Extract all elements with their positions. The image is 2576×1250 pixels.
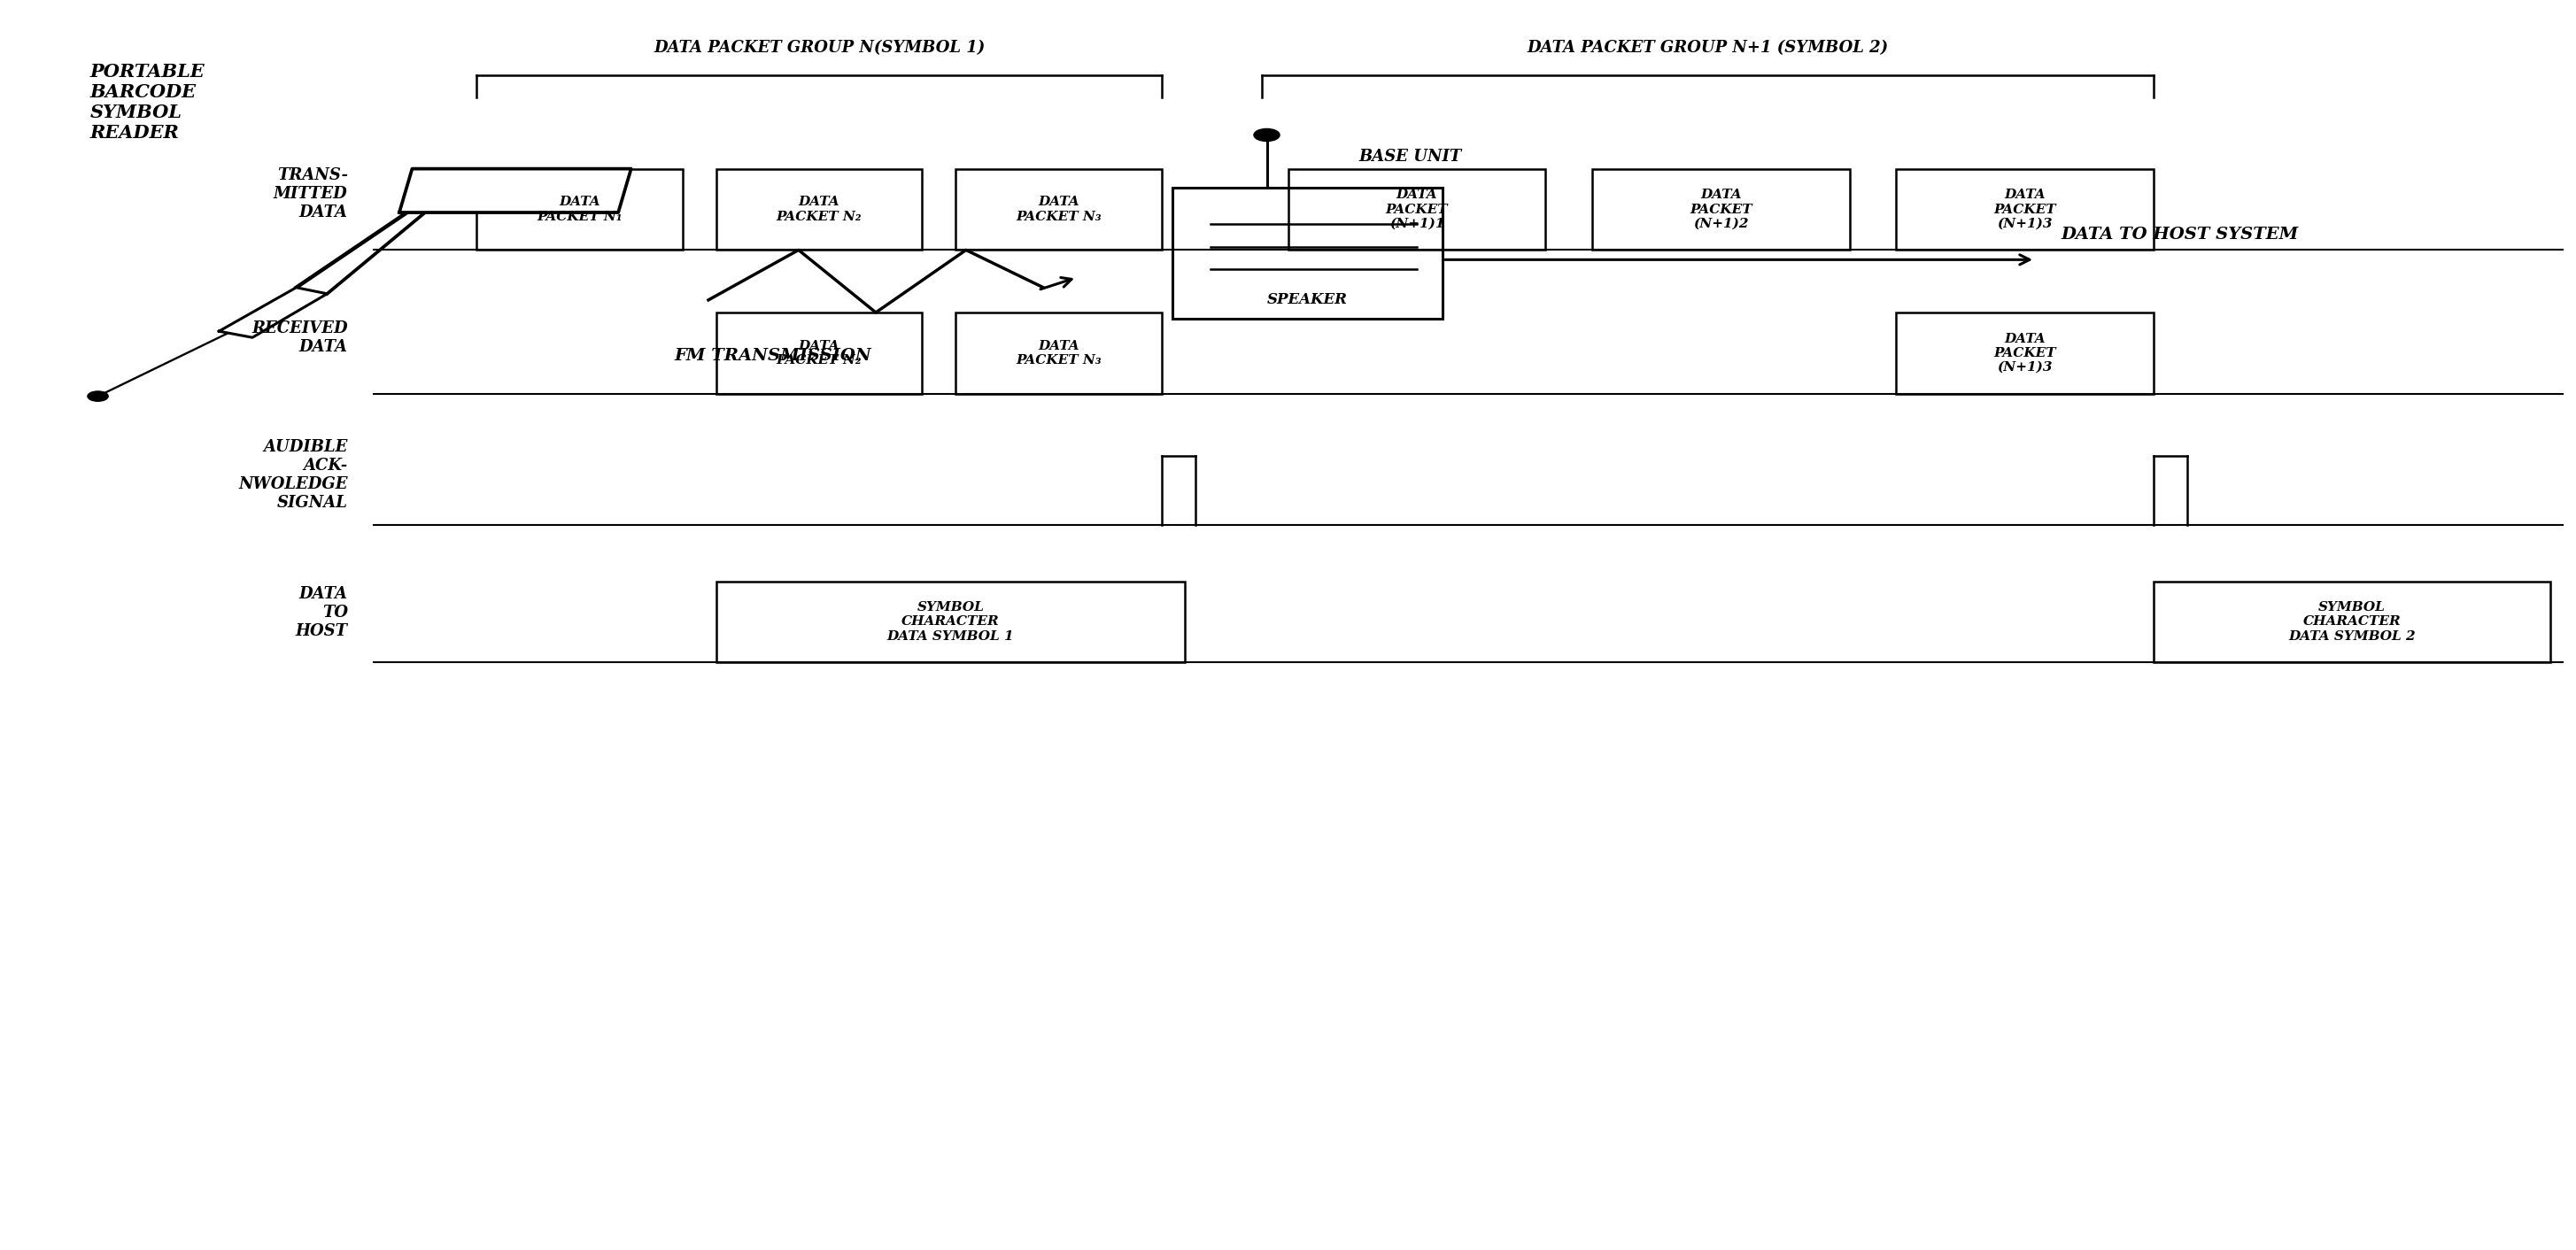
Text: DATA
PACKET N₁: DATA PACKET N₁	[536, 196, 623, 222]
Bar	[956, 169, 1162, 250]
Text: DATA
TO
HOST: DATA TO HOST	[296, 586, 348, 639]
Text: DATA PACKET GROUP N(SYMBOL 1): DATA PACKET GROUP N(SYMBOL 1)	[654, 40, 984, 55]
Text: SPEAKER: SPEAKER	[1267, 292, 1347, 308]
Text: DATA
PACKET N₂: DATA PACKET N₂	[775, 340, 863, 366]
Bar	[956, 312, 1162, 394]
Bar	[1592, 169, 1850, 250]
Text: DATA TO HOST SYSTEM: DATA TO HOST SYSTEM	[2061, 226, 2298, 242]
Text: SYMBOL
CHARACTER
DATA SYMBOL 2: SYMBOL CHARACTER DATA SYMBOL 2	[2287, 601, 2416, 642]
Bar	[1896, 312, 2154, 394]
Text: FM TRANSMISSION: FM TRANSMISSION	[675, 349, 871, 364]
Text: DATA
PACKET
(N+1)3: DATA PACKET (N+1)3	[1994, 333, 2056, 374]
Text: DATA
PACKET
(N+1)2: DATA PACKET (N+1)2	[1690, 189, 1752, 230]
Circle shape	[88, 391, 108, 401]
Bar	[1896, 169, 2154, 250]
Text: PORTABLE
BARCODE
SYMBOL
READER: PORTABLE BARCODE SYMBOL READER	[90, 63, 206, 141]
Circle shape	[1255, 129, 1280, 141]
Bar	[716, 312, 922, 394]
Bar	[1288, 169, 1546, 250]
Text: DATA PACKET GROUP N+1 (SYMBOL 2): DATA PACKET GROUP N+1 (SYMBOL 2)	[1528, 40, 1888, 55]
Bar	[1172, 188, 1443, 319]
Text: RECEIVED
DATA: RECEIVED DATA	[252, 320, 348, 355]
Polygon shape	[399, 169, 631, 213]
Text: SYMBOL
CHARACTER
DATA SYMBOL 1: SYMBOL CHARACTER DATA SYMBOL 1	[886, 601, 1015, 642]
Bar	[716, 169, 922, 250]
Text: TRANS-
MITTED
DATA: TRANS- MITTED DATA	[273, 168, 348, 220]
Text: DATA
PACKET
(N+1)3: DATA PACKET (N+1)3	[1994, 189, 2056, 230]
Text: DATA
PACKET N₃: DATA PACKET N₃	[1015, 196, 1103, 222]
Text: AUDIBLE
ACK-
NWOLEDGE
SIGNAL: AUDIBLE ACK- NWOLEDGE SIGNAL	[240, 440, 348, 510]
Bar	[716, 581, 1185, 662]
Bar	[477, 169, 683, 250]
Bar	[2154, 581, 2550, 662]
Polygon shape	[219, 288, 327, 338]
Text: DATA
PACKET N₃: DATA PACKET N₃	[1015, 340, 1103, 366]
Text: DATA
PACKET
(N+1)1: DATA PACKET (N+1)1	[1386, 189, 1448, 230]
Text: DATA
PACKET N₂: DATA PACKET N₂	[775, 196, 863, 222]
Text: BASE UNIT: BASE UNIT	[1360, 149, 1461, 164]
